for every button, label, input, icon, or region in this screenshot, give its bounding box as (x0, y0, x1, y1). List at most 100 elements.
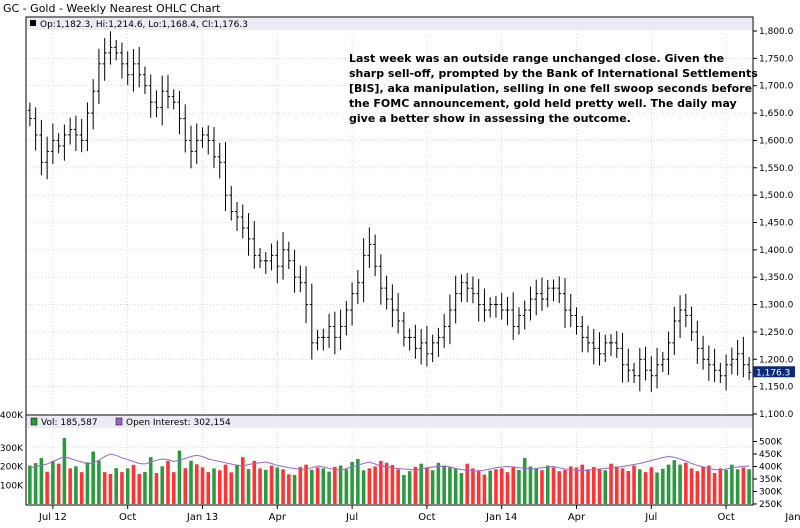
volume-bar (379, 460, 383, 504)
oi-y-tick-label: 300K (759, 488, 783, 498)
volume-bar (177, 450, 182, 504)
volume-bar (638, 469, 642, 504)
volume-bar (361, 470, 366, 504)
volume-bar (580, 464, 585, 504)
volume-bar (264, 469, 268, 504)
oi-y-tick-label: 350K (759, 475, 783, 485)
volume-y-tick-label: 400K (0, 411, 24, 421)
volume-bar (448, 467, 452, 504)
volume-bar (51, 460, 55, 504)
volume-legend-band (27, 416, 752, 428)
oi-y-tick-label: 450K (759, 450, 783, 460)
volume-bar (620, 468, 625, 504)
volume-bar (534, 468, 539, 504)
volume-legend-label: Vol: 185,587 (41, 418, 98, 428)
volume-bar (425, 467, 429, 504)
volume-bar (281, 469, 285, 504)
volume-bar (482, 474, 487, 504)
volume-bar (62, 438, 67, 504)
volume-bar (304, 464, 308, 504)
x-tick-label: Jul 12 (38, 512, 67, 523)
volume-bar (327, 471, 331, 504)
volume-bar (258, 468, 262, 504)
x-tick-label: Apr (568, 512, 586, 523)
x-tick-label: Jul (644, 512, 657, 523)
volume-bar (310, 469, 314, 504)
volume-bar (465, 463, 469, 504)
volume-bar (137, 474, 141, 504)
volume-bar (436, 462, 441, 504)
volume-bar (200, 467, 205, 504)
volume-bar (563, 469, 567, 504)
volume-bar (614, 466, 619, 504)
volume-bar (206, 472, 211, 504)
volume-bar (235, 464, 239, 504)
volume-bar (97, 460, 101, 504)
annotation-line-3: [BIS], aka manipulation, selling in one … (349, 82, 752, 95)
volume-bar (45, 471, 49, 504)
volume-bar (747, 469, 751, 504)
volume-bar (724, 469, 728, 504)
volume-bar (586, 469, 590, 504)
price-y-tick-label: 1,250.0 (759, 328, 794, 338)
volume-bar (269, 465, 274, 504)
price-legend-band (27, 18, 752, 30)
volume-bar (407, 471, 412, 504)
ohlc-legend-label: Op:1,182.3, Hi:1,214.6, Lo:1,168.4, Cl:1… (40, 20, 248, 30)
volume-bar (741, 467, 746, 504)
annotation-line-1: Last week was an outside range unchanged… (349, 52, 724, 65)
volume-y-tick-label: 100K (0, 481, 24, 491)
price-y-tick-label: 1,400.0 (759, 246, 794, 256)
oi-y-tick-label: 500K (759, 438, 783, 448)
last-price-box (753, 366, 795, 378)
volume-bar (148, 457, 153, 504)
volume-bar (212, 468, 216, 504)
oi-y-tick-label: 250K (759, 500, 783, 510)
volume-bar (28, 465, 32, 504)
x-tick-label: Jan 14 (485, 512, 517, 523)
volume-bar (545, 465, 550, 504)
volume-bar (511, 466, 515, 504)
volume-bar (701, 466, 705, 504)
x-tick-label: Jan 15 (784, 512, 800, 523)
volume-legend-marker (30, 417, 38, 426)
volume-bar (39, 458, 44, 504)
open-interest-path (29, 453, 750, 472)
x-tick-label: Jan 13 (186, 512, 218, 523)
price-bars (27, 31, 752, 392)
volume-bar (707, 465, 711, 504)
volume-bar (591, 467, 596, 504)
volume-bar (649, 467, 654, 504)
volume-bar (350, 461, 354, 504)
annotation-line-4: the FOMC announcement, gold held pretty … (349, 97, 737, 110)
volume-bar (603, 470, 608, 504)
volume-bar (712, 473, 717, 504)
volume-bar (419, 463, 423, 504)
volume-bar (108, 474, 113, 504)
volume-bar (166, 460, 170, 504)
volume-bar (476, 470, 481, 504)
volume-bar (194, 464, 199, 504)
volume-bar (160, 466, 165, 504)
volume-bar (240, 457, 245, 504)
volume-bar (540, 470, 544, 504)
volume-bar (678, 464, 682, 504)
chart-title: GC - Gold - Weekly Nearest OHLC Chart (3, 2, 221, 15)
volume-bar (551, 467, 556, 504)
volume-bar (689, 468, 694, 504)
volume-bar (321, 468, 326, 504)
volume-bar (373, 466, 377, 504)
price-panel-frame (25, 16, 754, 416)
volume-y-tick-label: 300K (0, 444, 24, 454)
open-interest-legend-marker (115, 417, 123, 426)
volume-bar (275, 467, 280, 504)
volume-bar (453, 468, 458, 504)
x-tick-label: Oct (418, 512, 435, 523)
volume-bar (143, 471, 147, 504)
volume-bar (568, 466, 573, 504)
volume-bar (189, 460, 193, 504)
volume-bar (730, 464, 734, 504)
volume-bar (33, 463, 38, 504)
volume-bar (430, 470, 435, 504)
